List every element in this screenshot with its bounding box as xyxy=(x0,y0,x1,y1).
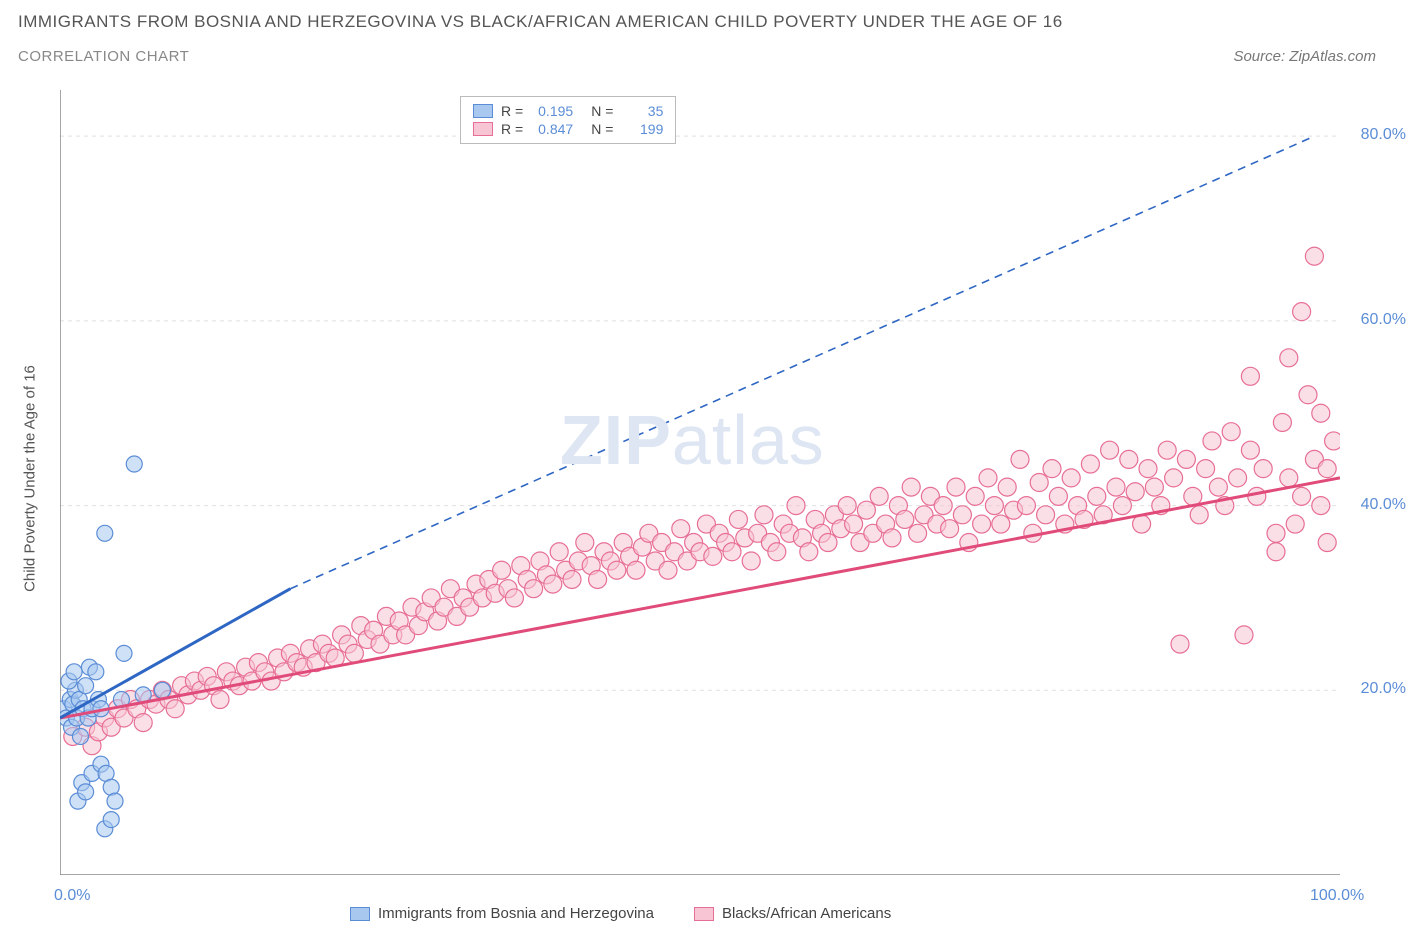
chart-container: { "title": "IMMIGRANTS FROM BOSNIA AND H… xyxy=(0,0,1406,930)
series-legend-item: Blacks/African Americans xyxy=(694,905,891,922)
legend-swatch xyxy=(694,907,714,921)
y-tick-label: 80.0% xyxy=(1346,126,1406,144)
scatter-plot xyxy=(60,90,1340,875)
chart-subtitle: CORRELATION CHART xyxy=(18,48,189,65)
y-tick-label: 40.0% xyxy=(1346,496,1406,514)
legend-swatch xyxy=(473,104,493,118)
legend-swatch xyxy=(350,907,370,921)
x-tick-label: 100.0% xyxy=(1310,887,1364,905)
source-label: Source: ZipAtlas.com xyxy=(1233,48,1376,65)
stats-legend-row: R =0.847 N =199 xyxy=(473,121,663,137)
stats-legend: R =0.195 N =35 R =0.847 N =199 xyxy=(460,96,676,144)
stats-legend-row: R =0.195 N =35 xyxy=(473,103,663,119)
series-legend: Immigrants from Bosnia and Herzegovina Bl… xyxy=(350,905,891,922)
chart-title: IMMIGRANTS FROM BOSNIA AND HERZEGOVINA V… xyxy=(18,12,1063,32)
y-tick-label: 60.0% xyxy=(1346,311,1406,329)
y-axis-label: Child Poverty Under the Age of 16 xyxy=(22,359,39,599)
x-tick-label: 0.0% xyxy=(54,887,90,905)
series-legend-item: Immigrants from Bosnia and Herzegovina xyxy=(350,905,654,922)
legend-swatch xyxy=(473,122,493,136)
y-tick-label: 20.0% xyxy=(1346,680,1406,698)
